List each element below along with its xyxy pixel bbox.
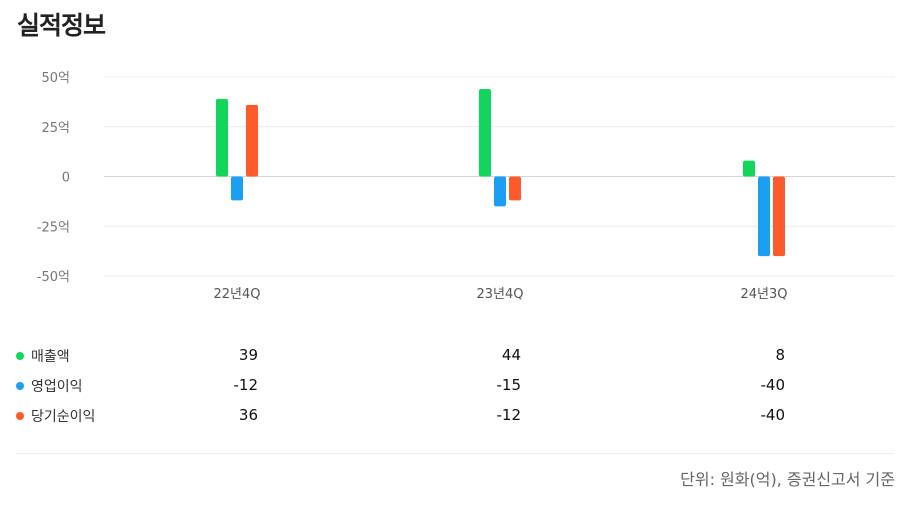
table-row: 영업이익 -12 -15 -40 [0,372,907,402]
row-label: 매출액 [31,349,70,365]
legend-dot-icon [16,382,24,390]
x-tick-label: 22년4Q [213,287,260,302]
table-row: 당기순이익 36 -12 -40 [0,402,907,432]
table-cell: 44 [501,346,521,364]
x-tick-label: 24년3Q [740,287,787,302]
table-cell: -40 [760,376,786,394]
table-row: 매출액 39 44 8 [0,342,907,372]
page-title: 실적정보 [17,11,106,40]
y-tick-label: 50억 [41,71,70,86]
unit-footnote: 단위: 원화(억), 증권신고서 기준 [680,470,895,489]
table-cell: -15 [496,376,522,394]
bar [246,104,258,177]
legend-dot-icon [16,412,24,420]
bar [216,98,228,177]
bar [509,176,521,201]
divider [16,453,894,454]
table-cell: 8 [775,346,785,364]
table-cell: -12 [233,376,259,394]
y-tick-label: 0 [62,171,70,186]
legend-dot-icon [16,352,24,360]
table-cell: 36 [238,406,258,424]
y-tick-label: -25억 [37,220,70,235]
bar-chart: 50억 25억 0 -25억 -50억 22년4Q 23년4Q 24년3Q [37,71,895,302]
table-cell: -40 [760,406,786,424]
row-label: 영업이익 [31,379,83,395]
bar [758,176,770,257]
bar [494,176,506,207]
bar [773,176,785,257]
row-label: 당기순이익 [31,409,96,425]
y-tick-label: -50억 [37,270,70,285]
x-tick-label: 23년4Q [476,287,523,302]
bar [743,160,755,177]
bar [231,176,243,201]
table-cell: -12 [496,406,522,424]
y-tick-label: 25억 [41,121,70,136]
data-table: 매출액 39 44 8 영업이익 -12 -15 -40 당기순이익 36 -1… [0,342,907,432]
table-cell: 39 [238,346,258,364]
bar [479,88,491,177]
